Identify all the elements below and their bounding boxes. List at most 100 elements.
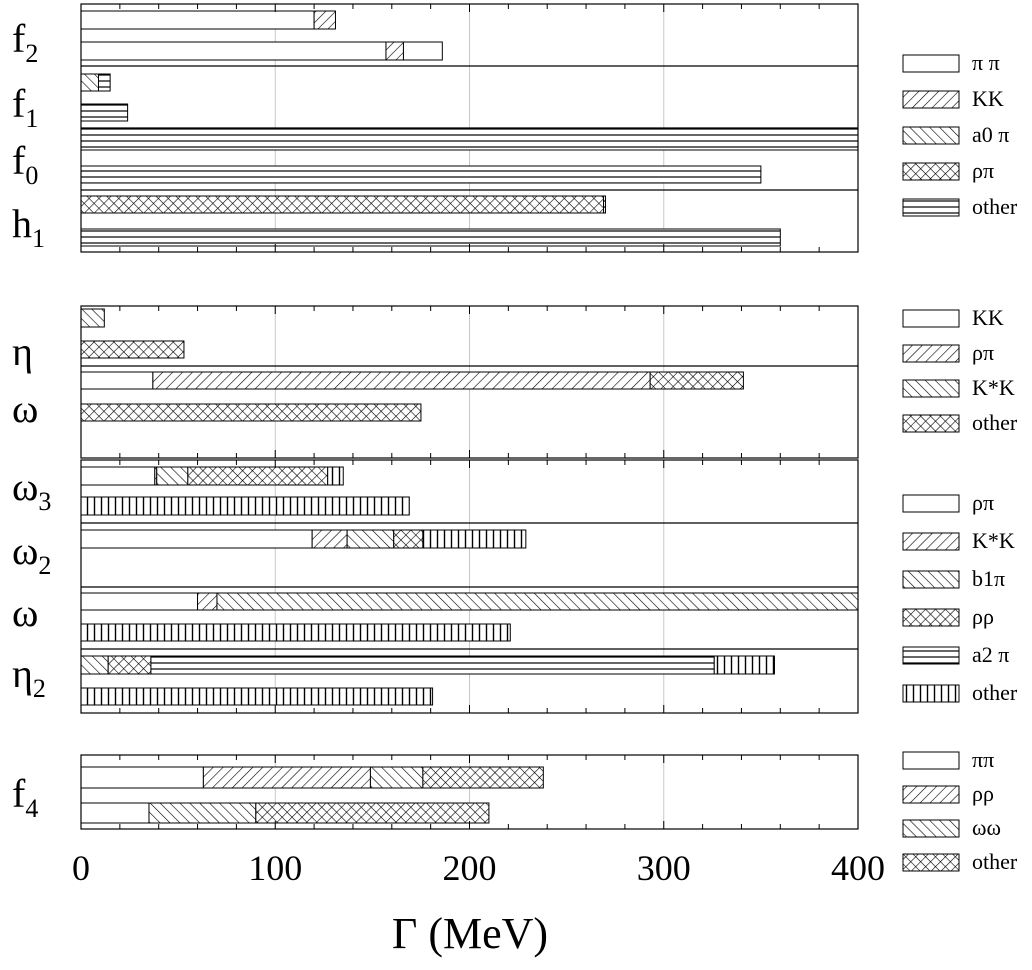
bar-segment <box>713 655 775 675</box>
legend-label: other <box>972 194 1018 219</box>
legend-label: other <box>972 410 1018 435</box>
bar-segment <box>80 195 605 214</box>
bar-segment <box>197 592 218 611</box>
legend-swatch <box>902 684 960 703</box>
legend-label: π π <box>972 50 1000 75</box>
bar-segment <box>150 655 715 675</box>
legend-label: ππ <box>972 747 994 772</box>
legend-swatch <box>902 646 960 665</box>
x-axis-label: Γ (MeV) <box>392 909 548 958</box>
legend-swatch <box>902 853 960 872</box>
bar-segment <box>80 496 410 516</box>
resonance-label: ω3 <box>12 464 51 516</box>
bar-segment <box>80 403 422 422</box>
legend-swatch <box>902 126 960 145</box>
bar-segment <box>422 766 544 789</box>
legend-swatch <box>902 162 960 181</box>
bar-segment <box>327 466 344 486</box>
legend-label: ρρ <box>972 604 994 629</box>
legend-label: ρρ <box>972 781 994 806</box>
resonance-label: f0 <box>12 138 38 190</box>
legend-swatch <box>902 90 960 109</box>
bar-segment <box>107 655 152 675</box>
bar-segment <box>422 529 527 549</box>
bar-segment <box>80 766 204 789</box>
bar-segment <box>80 103 129 122</box>
legend-swatch <box>902 309 960 328</box>
legend-label: K*K <box>972 375 1015 400</box>
bar-segment <box>255 802 490 824</box>
legend-label: ρπ <box>972 158 994 183</box>
bar-segment <box>202 766 371 789</box>
bar-segment <box>649 371 744 390</box>
legend-layer: π π KK a0 π ρπ other KK ρπ K*K other ρπ K*K b1π ρρ a2… <box>902 50 1018 874</box>
bar-segment <box>393 529 424 549</box>
legend-swatch <box>902 414 960 433</box>
legend-label: K*K <box>972 528 1015 553</box>
bar-segment <box>80 308 105 328</box>
legend-label: ρπ <box>972 490 994 515</box>
x-tick-label: 400 <box>831 848 885 888</box>
legend-swatch <box>902 570 960 589</box>
legend-swatch <box>902 532 960 551</box>
bars-layer <box>80 10 859 824</box>
panel-frames-layer <box>80 3 859 830</box>
resonance-label: f1 <box>12 81 38 133</box>
legend-swatch <box>902 198 960 217</box>
bar-segment <box>80 466 156 486</box>
legend-label: a2 π <box>972 642 1009 667</box>
resonance-label: ω2 <box>12 528 51 580</box>
legend-label: other <box>972 849 1018 874</box>
bar-segment <box>187 466 329 486</box>
bar-segment <box>603 195 606 214</box>
legend-label: KK <box>972 86 1004 111</box>
bar-segment <box>346 529 395 549</box>
bar-segment <box>80 127 859 151</box>
x-tick-label: 200 <box>443 848 497 888</box>
bar-segment <box>80 592 199 611</box>
legend-swatch <box>902 819 960 838</box>
resonance-label: f4 <box>12 771 38 823</box>
bar-segment <box>80 623 511 642</box>
resonance-label: ω <box>12 386 38 431</box>
legend-swatch <box>902 494 960 513</box>
legend-swatch <box>902 608 960 627</box>
bar-segment <box>80 165 762 184</box>
resonance-label: h1 <box>12 201 45 253</box>
bar-segment <box>156 466 189 486</box>
bar-segment <box>80 73 99 92</box>
bar-segment <box>216 592 859 611</box>
legend-swatch <box>902 344 960 363</box>
bar-segment <box>402 41 443 61</box>
legend-label: ωω <box>972 815 1001 840</box>
legend-label: KK <box>972 305 1004 330</box>
bar-segment <box>80 655 109 675</box>
bar-segment <box>80 41 387 61</box>
bar-segment <box>148 802 257 824</box>
bar-segment <box>80 687 434 706</box>
legend-label: other <box>972 680 1018 705</box>
resonance-label: f2 <box>12 16 38 68</box>
bar-segment <box>311 529 348 549</box>
bar-segment <box>80 340 185 359</box>
legend-swatch <box>902 379 960 398</box>
resonance-label: ω <box>12 590 38 635</box>
bar-segment <box>385 41 404 61</box>
legend-label: b1π <box>972 566 1005 591</box>
legend-swatch <box>902 751 960 770</box>
bar-segment <box>80 10 315 30</box>
x-tick-label: 0 <box>72 848 90 888</box>
bar-segment <box>80 228 781 247</box>
bar-segment <box>80 371 154 390</box>
bar-segment <box>313 10 336 30</box>
bar-segment <box>369 766 424 789</box>
resonance-label: η <box>12 329 33 374</box>
bar-segment <box>152 371 651 390</box>
bar-segment <box>80 802 150 824</box>
x-tick-label: 100 <box>248 848 302 888</box>
legend-swatch <box>902 785 960 804</box>
resonance-label: η2 <box>12 651 46 703</box>
x-tick-label: 300 <box>637 848 691 888</box>
